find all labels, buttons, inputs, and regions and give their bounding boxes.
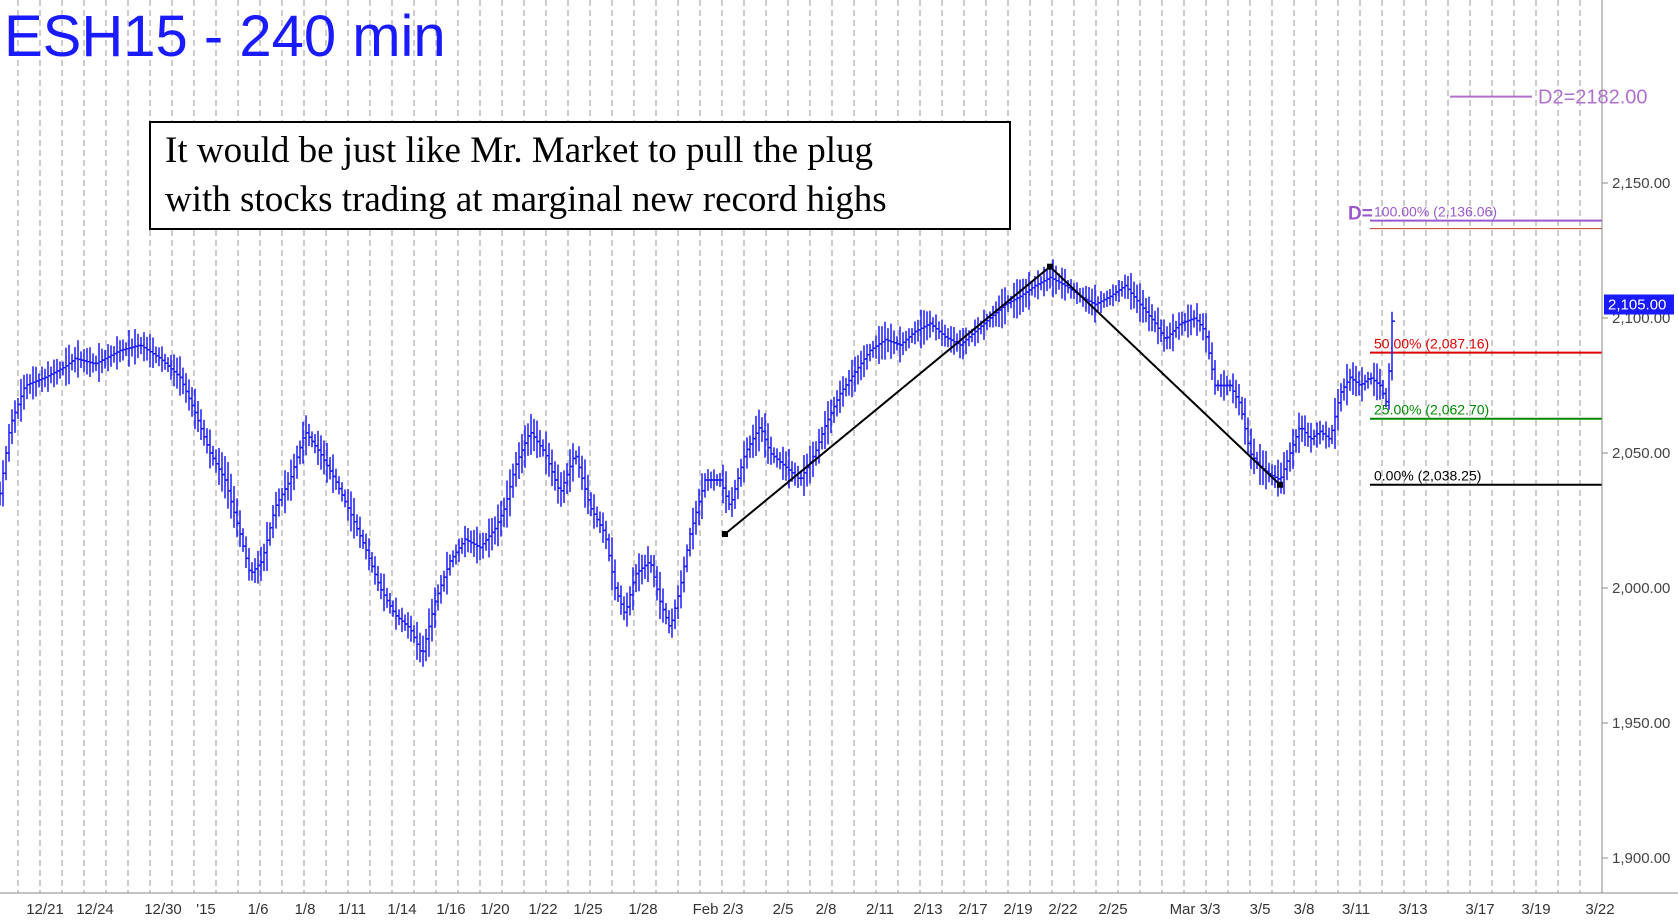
x-tick-label: 1/6	[248, 901, 269, 918]
x-tick-label: 3/5	[1250, 901, 1271, 918]
x-tick-label: 1/8	[295, 901, 316, 918]
x-tick-label: 1/14	[387, 901, 416, 918]
level-label: 100.00% (2,136.06)	[1374, 204, 1497, 220]
level-label-d: D=	[1348, 204, 1373, 225]
x-tick-label: 3/11	[1342, 901, 1370, 918]
level-label: 0.00% (2,038.25)	[1374, 468, 1481, 484]
last-price-label: 2,105.00	[1608, 297, 1666, 314]
x-tick-label: 3/19	[1521, 901, 1550, 918]
chart-title: ESH15 - 240 min	[4, 4, 446, 69]
annotation-line-2: with stocks trading at marginal new reco…	[165, 179, 887, 220]
x-tick-label: 12/30	[144, 901, 182, 918]
x-axis: 12/21 12/24 12/30 '15 1/6 1/8 1/11 1/14 1/16 1/20…	[26, 901, 1614, 918]
x-tick-label: 1/25	[573, 901, 602, 918]
x-tick-label: 12/21	[26, 901, 64, 918]
level-layer: D2=2182.00 D= 100.00% (2,136.06) 50.00% (2,…	[1348, 87, 1648, 486]
x-tick-label: 12/24	[76, 901, 114, 918]
x-tick-label: Mar 3/3	[1170, 901, 1221, 918]
x-tick-label: 1/20	[480, 901, 509, 918]
x-tick-label: 2/8	[816, 901, 837, 918]
pattern-line	[1049, 265, 1281, 486]
y-tick-label: 1,950.00	[1612, 715, 1670, 732]
x-tick-label: 1/11	[338, 901, 366, 918]
x-tick-label: 2/17	[958, 901, 987, 918]
x-tick-label: 2/5	[773, 901, 794, 918]
x-tick-label: '15	[196, 901, 216, 918]
x-tick-label: Feb 2/3	[693, 901, 744, 918]
x-tick-label: 3/22	[1585, 901, 1614, 918]
x-tick-label: 1/28	[628, 901, 657, 918]
x-tick-label: 1/22	[528, 901, 557, 918]
pattern-layer	[722, 263, 1283, 537]
y-axis: 1,900.001,950.002,000.002,050.002,100.00…	[1602, 175, 1674, 867]
last-price-badge	[1604, 294, 1674, 315]
x-tick-label: 3/13	[1398, 901, 1427, 918]
x-tick-label: 2/19	[1003, 901, 1032, 918]
x-tick-label: 1/16	[436, 901, 465, 918]
y-tick-label: 2,050.00	[1612, 445, 1670, 462]
annotation-line-1: It would be just like Mr. Market to pull…	[165, 130, 873, 171]
y-tick-label: 2,000.00	[1612, 580, 1670, 597]
y-tick-label: 2,150.00	[1612, 175, 1670, 192]
level-label-d2: D2=2182.00	[1538, 87, 1648, 109]
series-layer	[0, 259, 1395, 667]
pattern-point	[722, 531, 728, 537]
x-tick-label: 3/17	[1465, 901, 1494, 918]
grid-layer	[17, 0, 1581, 893]
x-tick-label: 2/22	[1048, 901, 1077, 918]
x-tick-label: 2/11	[866, 901, 894, 918]
x-tick-label: 2/25	[1098, 901, 1127, 918]
pattern-point	[1047, 263, 1053, 270]
pattern-line	[724, 265, 1051, 535]
annotation-box	[149, 121, 1011, 230]
pattern-point	[1277, 481, 1283, 488]
y-tick-label: 1,900.00	[1612, 850, 1670, 867]
level-label: 25.00% (2,062.70)	[1374, 402, 1489, 418]
x-tick-label: 2/13	[913, 901, 942, 918]
x-tick-label: 3/8	[1294, 901, 1315, 918]
level-label: 50.00% (2,087.16)	[1374, 336, 1489, 352]
